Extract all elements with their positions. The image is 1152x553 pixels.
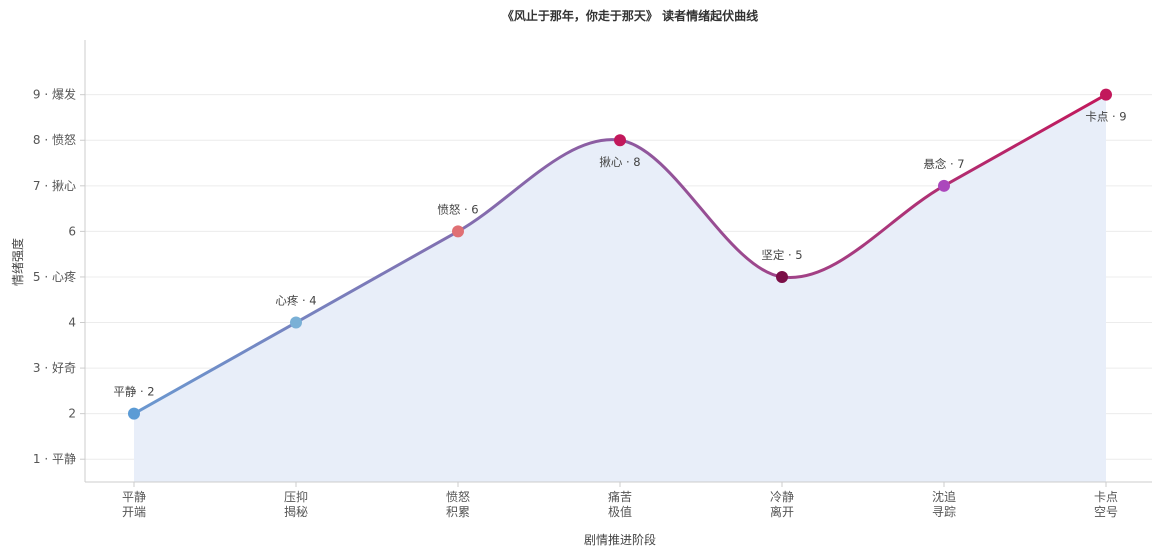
x-tick-label: 愤怒 xyxy=(446,489,470,504)
x-tick-label: 压抑 xyxy=(284,489,308,504)
x-tick-label: 沈追 xyxy=(932,489,956,504)
data-point[interactable] xyxy=(128,407,140,420)
data-label: 坚定 · 5 xyxy=(761,248,802,262)
data-label: 卡点 · 9 xyxy=(1085,110,1126,124)
x-tick-label: 极值 xyxy=(608,504,632,519)
data-point[interactable] xyxy=(614,134,626,147)
x-axis-label: 剧情推进阶段 xyxy=(584,532,656,547)
data-label: 平静 · 2 xyxy=(113,385,154,399)
x-tick-label: 开端 xyxy=(122,505,146,519)
y-tick-label: 3 · 好奇 xyxy=(33,361,76,375)
data-point[interactable] xyxy=(938,179,950,192)
chart-title: 《风止于那年，你走于那天》 读者情绪起伏曲线 xyxy=(502,8,758,23)
x-tick-label: 揭秘 xyxy=(284,504,308,519)
data-label: 心疼 · 4 xyxy=(275,294,316,308)
y-tick-label: 7 · 揪心 xyxy=(33,178,76,193)
data-labels: 平静 · 2 心疼 · 4 愤怒 · 6 揪心 · 8 坚定 · 5 悬念 · 7 卡点 ·… xyxy=(113,110,1126,399)
y-tick-labels: 1 · 平静 2 3 · 好奇 4 5 · 心疼 6 7 · 揪心 8 · 愤怒 9 · 爆发 xyxy=(33,87,76,467)
data-label: 悬念 · 7 xyxy=(923,157,964,171)
x-tick-label: 痛苦 xyxy=(608,489,632,504)
data-point[interactable] xyxy=(290,316,302,329)
y-tick-label: 6 xyxy=(68,224,76,238)
y-tick-label: 8 · 愤怒 xyxy=(33,132,76,147)
data-point[interactable] xyxy=(1100,88,1112,101)
area-under-curve xyxy=(134,94,1106,482)
x-tick-label: 平静 xyxy=(122,490,146,504)
data-label: 揪心 · 8 xyxy=(599,155,640,169)
x-tick-label: 卡点 xyxy=(1094,490,1118,504)
x-tick-label: 空号 xyxy=(1094,505,1118,519)
y-tick-label: 2 xyxy=(68,407,76,421)
x-tick-label: 寻踪 xyxy=(932,505,956,519)
data-point[interactable] xyxy=(776,270,788,283)
x-tick-label: 冷静 xyxy=(770,490,794,504)
data-points xyxy=(128,88,1112,420)
axes xyxy=(84,40,1152,483)
x-tick-label: 积累 xyxy=(446,505,470,519)
y-tick-label: 9 · 爆发 xyxy=(33,87,76,102)
y-tick-label: 5 · 心疼 xyxy=(33,269,76,284)
data-point[interactable] xyxy=(452,225,464,238)
data-label: 愤怒 · 6 xyxy=(437,202,478,216)
x-tick-label: 离开 xyxy=(770,504,794,519)
y-tick-label: 1 · 平静 xyxy=(33,452,76,466)
y-tick-label: 4 xyxy=(68,316,76,330)
area-fill xyxy=(134,94,1106,482)
y-axis-label: 情绪强度 xyxy=(10,238,25,286)
